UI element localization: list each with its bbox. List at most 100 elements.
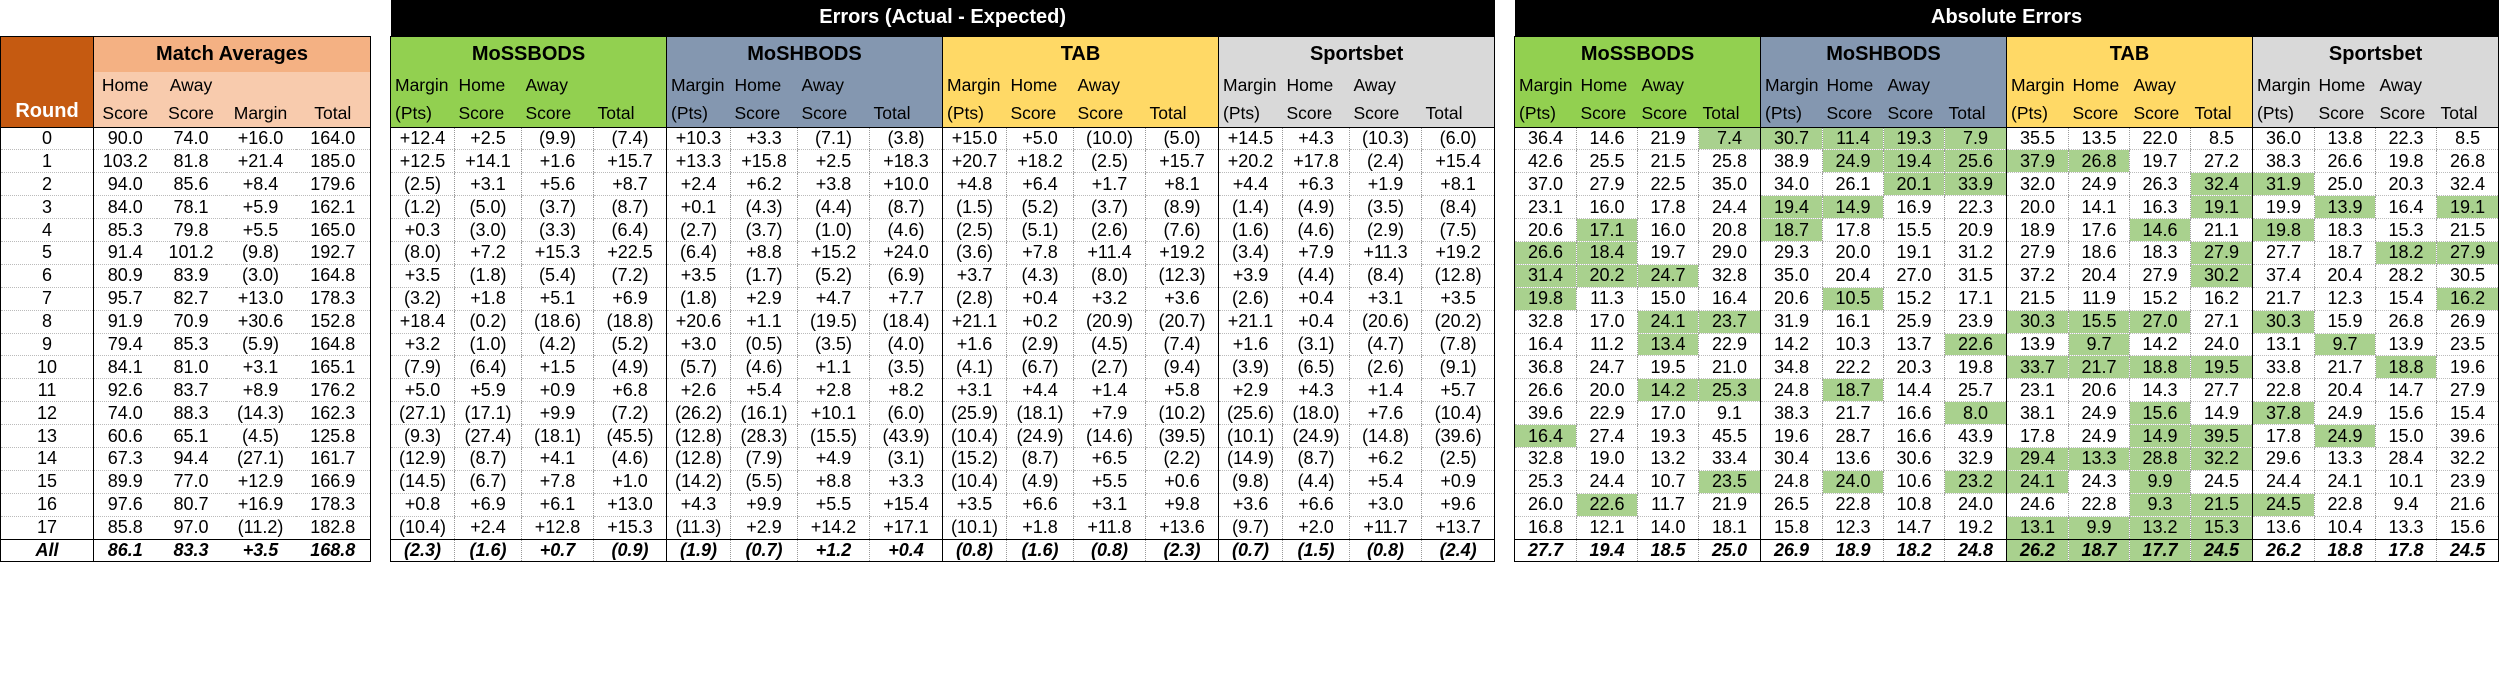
value-cell: 22.3 [2375,127,2437,151]
value-cell: 15.2 [1883,287,1945,311]
value-cell: +2.6 [666,378,731,403]
value-cell: (4.4) [797,195,870,220]
col-header-line1: Away [156,72,226,100]
value-cell: 13.2 [2129,516,2191,540]
value-cell: (3.6) [942,241,1007,265]
value-cell: 15.4 [2375,287,2437,311]
value-cell: (3.4) [1218,241,1283,265]
value-cell: +3.3 [869,470,943,494]
value-cell: (18.1) [521,424,594,448]
value-cell: 33.4 [1698,447,1761,471]
round-cell: 9 [0,333,94,357]
value-cell: (6.7) [454,470,522,494]
value-cell: +0.1 [666,195,731,220]
table-row: 11 92.6 83.7 +8.9 176.2 [0,378,371,403]
value-cell: +18.3 [869,149,943,174]
table-row: 23.1 16.0 17.8 24.4 19.4 14.9 16.9 22.3 20.0 14.1… [1514,195,2500,220]
value-cell: 30.2 [2190,264,2253,288]
value-cell: (6.9) [869,264,943,288]
value-cell: +7.8 [1006,241,1074,265]
value-cell: 26.8 [2375,310,2437,334]
value-cell: 20.3 [1883,355,1945,380]
value-cell: +21.4 [225,149,296,174]
value-cell: (5.5) [730,470,798,494]
value-cell: 164.0 [295,127,371,151]
value-cell: +18.4 [390,310,455,334]
col-header-line2: Total [1145,99,1219,128]
value-cell: +17.1 [869,516,943,540]
value-cell: (7.2) [593,401,667,426]
value-cell: 26.6 [2314,149,2376,174]
value-cell: (9.8) [1218,470,1283,494]
value-cell: (2.5) [1073,149,1146,174]
value-cell: (3.5) [869,355,943,380]
value-cell: (6.0) [1420,127,1496,151]
table-row: +12.4 +2.5 (9.9) (7.4) +10.3 +3.3 (7.1) (3.8) +1… [390,127,1496,151]
value-cell: (0.2) [454,310,522,334]
value-cell: (39.5) [1145,424,1219,448]
value-cell: 29.4 [2006,447,2069,471]
value-cell: +2.9 [730,516,798,540]
value-cell: +8.1 [1420,172,1496,197]
value-cell: +2.8 [797,378,870,403]
value-cell: (8.7) [1006,447,1074,471]
value-cell: +5.1 [521,287,594,311]
value-cell: (20.2) [1420,310,1496,334]
value-cell: +11.7 [1349,516,1422,540]
value-cell: 92.6 [93,378,157,403]
value-cell: 83.7 [156,378,226,403]
value-cell: 26.6 [1514,241,1577,265]
value-cell: (2.6) [1349,355,1422,380]
value-cell: 20.0 [1822,241,1884,265]
value-cell: 18.9 [2006,218,2069,242]
col-header-line1 [1145,72,1219,100]
col-header-line2: Score [1576,99,1638,128]
value-cell: (4.0) [869,333,943,357]
value-cell: 31.9 [1760,310,1823,334]
value-cell: 21.7 [1822,401,1884,426]
table-row: 4 85.3 79.8 +5.5 165.0 [0,218,371,242]
value-cell: 18.8 [2375,355,2437,380]
value-cell: 25.3 [1698,378,1761,403]
value-cell: 27.9 [2435,378,2500,403]
value-cell: (9.3) [390,424,455,448]
value-cell: (2.2) [1145,447,1219,471]
value-cell: 37.9 [2006,149,2069,174]
value-cell: 20.6 [2068,378,2130,403]
col-header-line2: (Pts) [390,99,455,128]
value-cell: +5.5 [1073,470,1146,494]
value-cell: 165.1 [295,355,371,380]
value-cell: +8.8 [797,470,870,494]
value-cell: 85.8 [93,516,157,540]
value-cell: 33.9 [1944,172,2007,197]
col-header-line2: Total [295,99,371,128]
col-header-line1 [2190,72,2253,100]
value-cell: +3.5 [666,264,731,288]
group-header-moshbods: MoSHBODS [1760,35,2007,72]
value-cell: 15.8 [1760,516,1823,540]
value-cell: 179.6 [295,172,371,197]
value-cell: 26.8 [2068,149,2130,174]
value-cell: +14.2 [797,516,870,540]
value-cell: 27.0 [1883,264,1945,288]
all-value: +0.4 [869,538,943,563]
group-header-mossbods: MoSSBODS [1514,35,1761,72]
value-cell: 94.0 [93,172,157,197]
value-cell: (4.3) [1006,264,1074,288]
value-cell: (10.1) [1218,424,1283,448]
col-header-line1: Home [1006,72,1074,100]
value-cell: +3.0 [1349,493,1422,517]
value-cell: (24.9) [1282,424,1350,448]
value-cell: 28.7 [1822,424,1884,448]
col-header-line2: Total [1421,99,1496,128]
value-cell: 19.3 [1637,424,1699,448]
table-row: +0.8 +6.9 +6.1 +13.0 +4.3 +9.9 +5.5 +15.4 +3.5 +6… [390,493,1496,517]
value-cell: 35.5 [2006,127,2069,151]
table-row: 26.6 20.0 14.2 25.3 24.8 18.7 14.4 25.7 23.1 20.6… [1514,378,2500,403]
col-header-line1: Away [1883,72,1945,100]
value-cell: +6.5 [1073,447,1146,471]
value-cell: (12.8) [666,424,731,448]
value-cell: 39.6 [1514,401,1577,426]
value-cell: 14.2 [1637,378,1699,403]
value-cell: 20.4 [1822,264,1884,288]
